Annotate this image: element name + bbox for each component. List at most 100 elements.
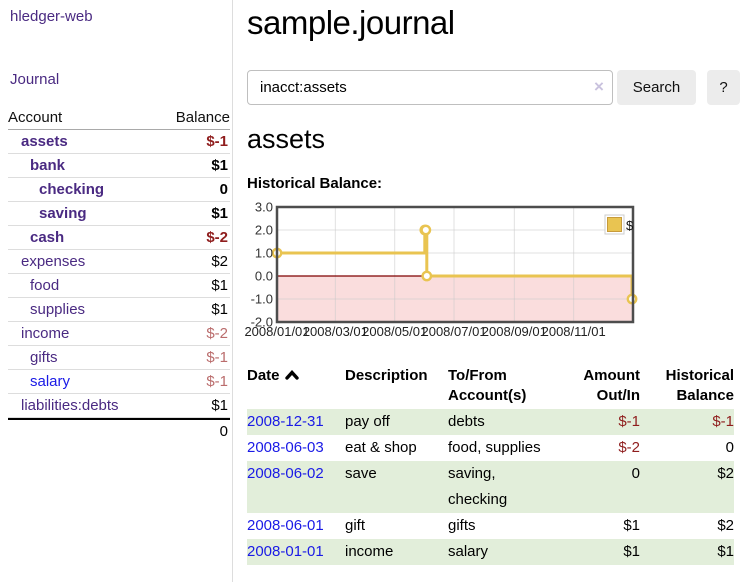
register-header-balance: Historical Balance	[665, 367, 734, 404]
account-row: saving $1	[8, 202, 230, 226]
account-balance: $1	[211, 157, 228, 174]
account-balance: $-1	[206, 133, 228, 150]
account-row: food $1	[8, 274, 230, 298]
register-balance: 0	[725, 439, 734, 456]
account-balance: $1	[211, 205, 228, 222]
svg-text:$: $	[626, 218, 634, 233]
account-row: supplies $1	[8, 298, 230, 322]
historical-balance-chart: $3.0 2.0 1.0 0.0 -1.0 -2.02008/01/012008/03/0…	[244, 200, 638, 339]
register-accounts: debts	[448, 413, 485, 430]
account-row: salary $-1	[8, 370, 230, 394]
register-row: 2008-12-31 pay off debts $-1 $-1	[247, 409, 734, 435]
account-link[interactable]: income	[21, 325, 70, 342]
account-row: cash $-2	[8, 226, 230, 250]
help-button[interactable]: ?	[707, 70, 740, 105]
app-title-link[interactable]: hledger-web	[10, 8, 93, 25]
transaction-date-link[interactable]: 2008-12-31	[247, 413, 324, 430]
svg-text:1.0: 1.0	[255, 246, 273, 261]
svg-text:2008/07/01: 2008/07/01	[421, 324, 486, 339]
accounts-header-account: Account	[8, 109, 63, 126]
register-row: 2008-06-03 eat & shop food, supplies $-2 0	[247, 435, 734, 461]
account-link[interactable]: expenses	[21, 253, 86, 270]
register-table: Date Description To/From Account(s) Amou…	[247, 364, 734, 565]
account-balance: $1	[211, 397, 228, 414]
account-balance: $-2	[206, 229, 228, 246]
page-title: sample.journal	[247, 4, 455, 41]
accounts-header-balance: Balance	[175, 109, 230, 126]
register-header-date[interactable]: Date	[247, 364, 345, 406]
transaction-date-link[interactable]: 2008-06-02	[247, 465, 324, 482]
accounts-table-header: Account Balance	[8, 106, 230, 130]
account-link[interactable]: liabilities:debts	[21, 397, 119, 414]
account-link[interactable]: checking	[39, 181, 105, 198]
register-date: 2008-01-01	[247, 539, 345, 565]
register-accounts: salary	[448, 543, 489, 560]
transaction-date-link[interactable]: 2008-01-01	[247, 543, 324, 560]
account-link[interactable]: cash	[30, 229, 65, 246]
sort-ascending-icon	[284, 366, 299, 386]
register-balance: $-1	[712, 413, 734, 430]
register-header-amount: Amount Out/In	[583, 367, 640, 404]
accounts-table-body: assets $-1 bank $1 checking 0 saving $1 cash $-2 e…	[8, 130, 230, 418]
register-accounts: gifts	[448, 517, 476, 534]
account-link[interactable]: saving	[39, 205, 87, 222]
register-accounts: food, supplies	[448, 439, 541, 456]
sidebar-item-journal[interactable]: Journal	[10, 71, 60, 88]
register-amount: $-2	[618, 439, 640, 456]
svg-text:2.0: 2.0	[255, 223, 273, 238]
search-button[interactable]: Search	[617, 70, 696, 105]
register-date: 2008-06-02	[247, 461, 345, 513]
account-link[interactable]: salary	[30, 373, 71, 390]
register-header-description: Description	[345, 367, 428, 384]
register-date: 2008-06-03	[247, 435, 345, 461]
account-link[interactable]: supplies	[30, 301, 86, 318]
register-row: 2008-06-02 save saving, checking 0 $2	[247, 461, 734, 513]
account-balance: $1	[211, 301, 228, 318]
account-link[interactable]: assets	[21, 133, 68, 150]
register-header-row: Date Description To/From Account(s) Amou…	[247, 364, 734, 409]
sidebar-divider	[232, 0, 233, 582]
account-page-title: assets	[247, 124, 326, 154]
svg-text:-1.0: -1.0	[251, 292, 273, 307]
svg-text:0.0: 0.0	[255, 269, 273, 284]
account-row: liabilities:debts $1	[8, 394, 230, 418]
accounts-total-value: 0	[219, 423, 228, 440]
account-balance: $1	[211, 277, 228, 294]
account-balance: 0	[219, 181, 228, 198]
clear-search-icon[interactable]: ×	[594, 77, 604, 96]
register-description: save	[345, 465, 377, 482]
svg-text:2008/09/01: 2008/09/01	[482, 324, 547, 339]
account-link[interactable]: bank	[30, 157, 66, 174]
register-description: income	[345, 543, 394, 560]
accounts-panel: Account Balance assets $-1 bank $1 checking 0…	[8, 106, 230, 443]
account-link[interactable]: gifts	[30, 349, 58, 366]
register-balance: $2	[717, 517, 734, 534]
account-row: gifts $-1	[8, 346, 230, 370]
svg-text:3.0: 3.0	[255, 200, 273, 215]
svg-text:-2.0: -2.0	[251, 315, 273, 330]
register-date: 2008-06-01	[247, 513, 345, 539]
register-amount: $-1	[618, 413, 640, 430]
register-amount: 0	[631, 465, 640, 482]
svg-text:2008/03/01: 2008/03/01	[303, 324, 368, 339]
svg-text:2008/01/01: 2008/01/01	[244, 324, 309, 339]
account-row: income $-2	[8, 322, 230, 346]
register-date: 2008-12-31	[247, 409, 345, 435]
account-row: expenses $2	[8, 250, 230, 274]
register-accounts: saving, checking	[448, 465, 508, 508]
account-row: assets $-1	[8, 130, 230, 154]
register-amount: $1	[623, 543, 640, 560]
account-link[interactable]: food	[30, 277, 60, 294]
account-balance: $-2	[206, 325, 228, 342]
register-amount: $1	[623, 517, 640, 534]
transaction-date-link[interactable]: 2008-06-01	[247, 517, 324, 534]
register-description: eat & shop	[345, 439, 417, 456]
register-body: 2008-12-31 pay off debts $-1 $-1 2008-06-03 ea…	[247, 409, 734, 565]
register-header-accounts: To/From Account(s)	[448, 367, 527, 404]
transaction-date-link[interactable]: 2008-06-03	[247, 439, 324, 456]
account-row: bank $1	[8, 154, 230, 178]
search-input[interactable]	[247, 70, 613, 105]
register-balance: $1	[717, 543, 734, 560]
svg-text:2008/05/01: 2008/05/01	[362, 324, 427, 339]
